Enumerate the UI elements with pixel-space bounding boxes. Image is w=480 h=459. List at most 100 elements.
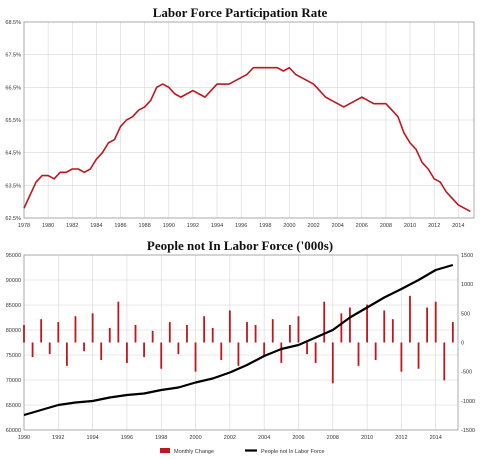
chart2-bar xyxy=(237,342,240,366)
chart2-y-left-tick-label: 75000 xyxy=(6,353,21,359)
chart2-bar xyxy=(263,342,266,358)
chart2-series-line xyxy=(23,263,454,417)
chart1-series xyxy=(23,66,471,213)
chart2-bar xyxy=(211,327,214,343)
chart1-x-axis: 1978 1980 1982 1984 1986 1988 1990 1992 1994 1996… xyxy=(18,223,465,229)
chart2-y-right-tick-label: 500 xyxy=(461,311,470,317)
chart2-y-right-tick-label: 1500 xyxy=(461,253,473,259)
chart2-y-left-tick-label: 90000 xyxy=(6,278,21,284)
chart1-x-tick-label: 1978 xyxy=(18,223,30,229)
chart2-bars xyxy=(23,295,454,384)
chart2: People not In Labor Force ('000s) 95000 9… xyxy=(6,238,475,455)
chart2-bar xyxy=(426,307,429,343)
chart2-bar xyxy=(48,342,51,355)
chart2-bar xyxy=(383,310,386,343)
chart2-line xyxy=(23,263,454,417)
chart1-x-tick-label: 2002 xyxy=(307,223,319,229)
chart2-y-right-tick-label: -500 xyxy=(461,370,472,376)
chart1-y-tick-label: 64.5% xyxy=(5,151,21,157)
chart2-bar xyxy=(417,342,420,369)
chart2-x-tick-label: 1990 xyxy=(18,435,30,441)
chart2-x-tick-label: 2012 xyxy=(395,435,407,441)
chart2-bar xyxy=(366,304,368,343)
chart2-bar xyxy=(391,319,394,343)
chart2-bar xyxy=(246,322,248,343)
chart2-bar xyxy=(23,325,25,343)
chart2-bar xyxy=(306,342,308,355)
chart1-y-tick-label: 67.5% xyxy=(5,53,21,59)
chart2-y-left-tick-label: 70000 xyxy=(6,378,21,384)
chart1-plot-area xyxy=(23,21,475,219)
chart2-x-tick-label: 1992 xyxy=(52,435,64,441)
chart2-bar xyxy=(40,319,43,343)
chart2-bar xyxy=(100,342,103,360)
chart2-y-left-tick-label: 85000 xyxy=(6,303,21,309)
chart2-x-tick-label: 2010 xyxy=(361,435,373,441)
chart1-x-tick-label: 1998 xyxy=(259,223,271,229)
chart2-bar xyxy=(288,325,291,343)
chart2-y-left-tick-label: 95000 xyxy=(6,253,21,259)
chart2-bar xyxy=(280,342,283,363)
chart2-bar xyxy=(134,325,137,343)
chart2-bar xyxy=(143,342,145,358)
chart2-bar xyxy=(228,310,231,343)
chart1-x-tick-label: 1984 xyxy=(90,223,102,229)
chart2-y-left-tick-label: 65000 xyxy=(6,403,21,409)
chart2-bar xyxy=(194,342,197,372)
legend-label-monthly-change: Monthly Change xyxy=(174,449,214,455)
chart1-x-tick-label: 2014 xyxy=(452,223,464,229)
chart2-bar xyxy=(203,316,206,343)
chart2-bar xyxy=(57,322,60,343)
chart2-y-left-tick-label: 60000 xyxy=(6,428,21,434)
chart1-x-tick-label: 1988 xyxy=(139,223,151,229)
chart2-bar xyxy=(443,342,446,381)
chart2-bar xyxy=(400,342,403,372)
chart1-y-tick-label: 63.5% xyxy=(5,183,21,189)
chart1: Labor Force Participation Rate 68.5% 67.5… xyxy=(5,5,475,229)
chart2-y-right-tick-label: -1000 xyxy=(461,399,475,405)
chart1-x-tick-label: 2010 xyxy=(404,223,416,229)
chart2-bar xyxy=(117,301,120,343)
chart2-bar xyxy=(357,342,360,366)
chart2-bar xyxy=(323,301,326,343)
chart1-y-tick-label: 66.5% xyxy=(5,85,21,91)
chart2-bar xyxy=(340,313,343,343)
chart2-bar xyxy=(83,342,85,352)
chart2-y-right-tick-label: 0 xyxy=(461,341,464,347)
chart2-y-right-tick-label: -1500 xyxy=(461,428,475,434)
chart2-title: People not In Labor Force ('000s) xyxy=(147,238,333,253)
chart1-x-tick-label: 2000 xyxy=(283,223,295,229)
chart1-x-tick-label: 2006 xyxy=(356,223,368,229)
chart2-bar xyxy=(271,319,274,343)
chart1-y-axis: 68.5% 67.5% 66.5% 65.5% 64.5% 63.5% 62.5% xyxy=(5,20,21,222)
chart2-x-tick-label: 2000 xyxy=(189,435,201,441)
chart2-x-tick-label: 2014 xyxy=(430,435,442,441)
chart1-x-tick-label: 1990 xyxy=(163,223,175,229)
chart2-bar xyxy=(31,342,34,358)
chart2-bar xyxy=(160,342,163,369)
chart2-y-axis-right: 1500 1000 500 0 -500 -1000 -1500 xyxy=(461,253,475,434)
chart2-y-left-tick-label: 80000 xyxy=(6,328,21,334)
chart1-x-tick-label: 1994 xyxy=(211,223,223,229)
chart2-x-tick-label: 1996 xyxy=(121,435,133,441)
chart2-x-tick-label: 2006 xyxy=(292,435,304,441)
chart1-x-tick-label: 1992 xyxy=(187,223,199,229)
chart2-bar xyxy=(374,342,377,360)
chart2-bar xyxy=(314,342,317,363)
chart2-bar xyxy=(126,342,128,363)
chart2-legend: Monthly Change People not In Labor Force xyxy=(160,448,325,455)
chart1-y-tick-label: 65.5% xyxy=(5,118,21,124)
chart1-x-tick-label: 1982 xyxy=(66,223,78,229)
chart2-bar xyxy=(108,327,111,343)
chart2-bar xyxy=(168,322,171,343)
chart1-x-tick-label: 2008 xyxy=(380,223,392,229)
chart2-bar xyxy=(91,313,94,343)
chart1-x-tick-label: 1980 xyxy=(42,223,54,229)
chart2-bar xyxy=(65,342,68,366)
chart2-x-tick-label: 2002 xyxy=(224,435,236,441)
chart1-x-tick-label: 1986 xyxy=(114,223,126,229)
chart2-x-tick-label: 1994 xyxy=(86,435,98,441)
chart2-x-tick-label: 2004 xyxy=(258,435,270,441)
chart2-bar xyxy=(297,316,300,343)
